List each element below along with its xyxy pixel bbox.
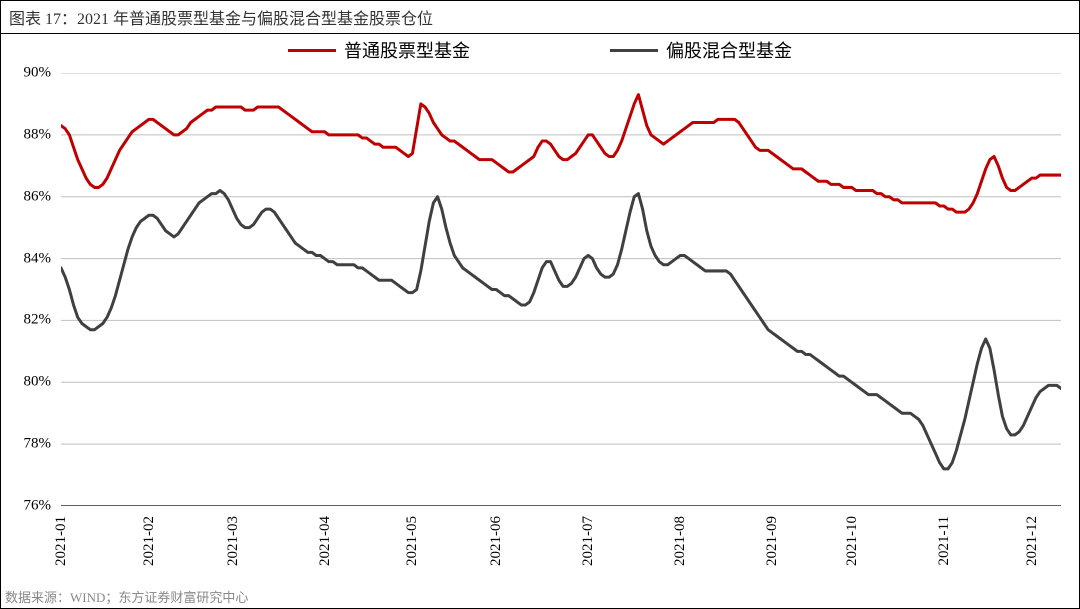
x-tick-label: 2021-08 [672, 516, 689, 566]
y-tick-label: 76% [24, 498, 52, 515]
x-tick-label: 2021-09 [764, 516, 781, 566]
legend-item-series2: 偏股混合型基金 [610, 37, 792, 63]
legend-label-2: 偏股混合型基金 [666, 37, 792, 63]
y-tick-label: 78% [24, 436, 52, 453]
y-tick-label: 88% [24, 126, 52, 143]
y-tick-label: 84% [24, 250, 52, 267]
x-tick-label: 2021-06 [488, 516, 505, 566]
x-tick-label: 2021-07 [580, 516, 597, 566]
x-tick-label: 2021-03 [225, 516, 242, 566]
series-line [61, 191, 1061, 469]
x-tick-label: 2021-02 [141, 516, 158, 566]
x-tick-label: 2021-01 [53, 516, 70, 566]
x-axis: 2021-012021-022021-032021-042021-052021-… [61, 508, 1061, 586]
y-tick-label: 82% [24, 312, 52, 329]
x-tick-label: 2021-04 [317, 516, 334, 566]
x-tick-label: 2021-12 [1024, 516, 1041, 566]
data-source: 数据来源：WIND；东方证券财富研究中心 [5, 587, 248, 606]
legend: 普通股票型基金 偏股混合型基金 [1, 37, 1079, 63]
legend-label-1: 普通股票型基金 [344, 37, 470, 63]
x-tick-label: 2021-05 [404, 516, 421, 566]
y-tick-label: 86% [24, 188, 52, 205]
chart-area: 普通股票型基金 偏股混合型基金 76% 78% 80% 82% 84% 86% 88% 90%… [1, 31, 1079, 586]
legend-swatch-1 [288, 49, 336, 52]
plot-svg [61, 73, 1061, 506]
y-tick-label: 80% [24, 374, 52, 391]
chart-container: 图表 17：2021 年普通股票型基金与偏股混合型基金股票仓位 普通股票型基金 … [0, 0, 1080, 609]
x-tick-label: 2021-11 [936, 516, 953, 565]
legend-swatch-2 [610, 49, 658, 52]
chart-title: 图表 17：2021 年普通股票型基金与偏股混合型基金股票仓位 [1, 1, 1079, 34]
plot-region [61, 73, 1061, 506]
legend-item-series1: 普通股票型基金 [288, 37, 470, 63]
y-tick-label: 90% [24, 65, 52, 82]
y-axis: 76%78%80%82%84%86%88%90% [1, 73, 57, 506]
x-tick-label: 2021-10 [844, 516, 861, 566]
